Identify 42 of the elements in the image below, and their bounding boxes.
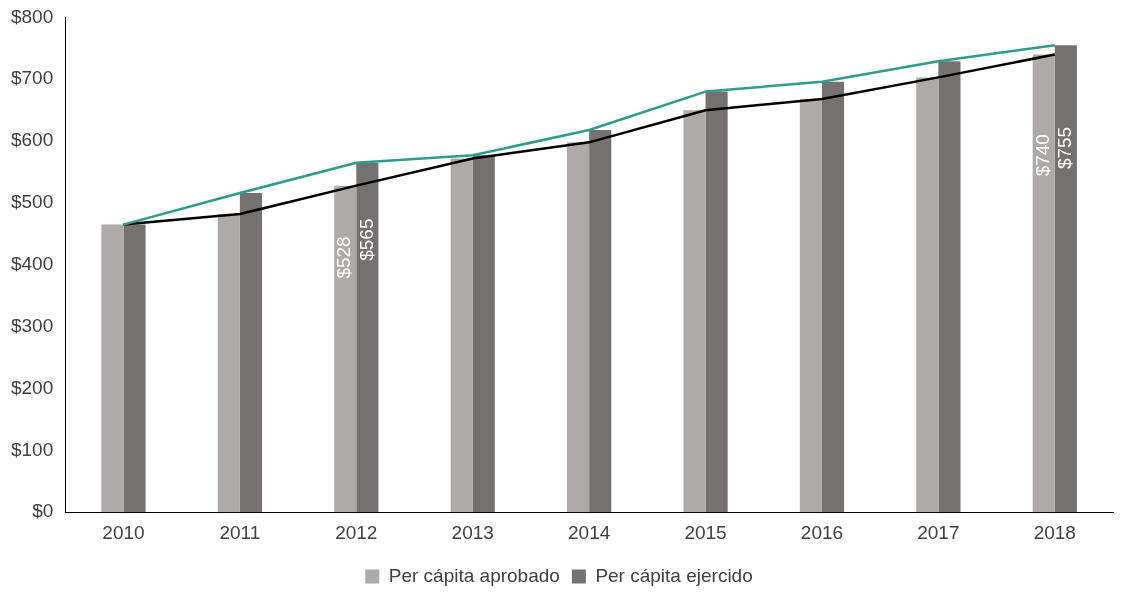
y-tick-label: $800 bbox=[10, 5, 54, 27]
bar bbox=[450, 158, 473, 513]
y-tick-label: $500 bbox=[10, 191, 54, 213]
bar bbox=[217, 214, 240, 513]
bar bbox=[472, 155, 495, 513]
data-label: $755 bbox=[1054, 126, 1076, 170]
x-tick-label: 2018 bbox=[1033, 521, 1076, 543]
x-tick-label: 2010 bbox=[102, 521, 145, 543]
bar bbox=[239, 193, 263, 513]
y-tick-label: $0 bbox=[32, 500, 54, 522]
legend-label: Per cápita ejercido bbox=[595, 564, 753, 586]
y-tick-label: $600 bbox=[10, 129, 54, 151]
x-tick-label: 2012 bbox=[335, 521, 378, 543]
x-tick-label: 2013 bbox=[451, 521, 494, 543]
x-tick-label: 2016 bbox=[800, 521, 844, 543]
y-tick-label: $700 bbox=[10, 67, 54, 89]
data-label: $740 bbox=[1031, 134, 1053, 177]
bar bbox=[705, 91, 728, 513]
x-tick-label: 2017 bbox=[917, 521, 960, 543]
bar bbox=[101, 224, 124, 513]
bar bbox=[334, 185, 357, 513]
bar bbox=[1054, 45, 1077, 513]
bar bbox=[938, 61, 961, 513]
y-tick-label: $100 bbox=[10, 438, 54, 460]
legend-label: Per cápita aprobado bbox=[388, 564, 560, 586]
data-label: $565 bbox=[355, 218, 377, 261]
y-tick-label: $400 bbox=[10, 253, 54, 275]
x-tick-label: 2011 bbox=[219, 521, 261, 543]
bar bbox=[916, 77, 939, 513]
bar bbox=[567, 142, 590, 513]
bar bbox=[683, 110, 706, 513]
bar bbox=[589, 129, 612, 513]
y-tick-label: $200 bbox=[10, 376, 54, 398]
bar bbox=[123, 224, 146, 513]
x-tick-label: 2014 bbox=[567, 521, 611, 543]
bar bbox=[799, 99, 822, 513]
bar bbox=[1032, 54, 1055, 513]
bar bbox=[356, 162, 379, 513]
y-tick-label: $300 bbox=[10, 314, 54, 336]
x-tick-label: 2015 bbox=[684, 521, 727, 543]
bar bbox=[821, 81, 845, 513]
data-label: $528 bbox=[333, 236, 355, 279]
